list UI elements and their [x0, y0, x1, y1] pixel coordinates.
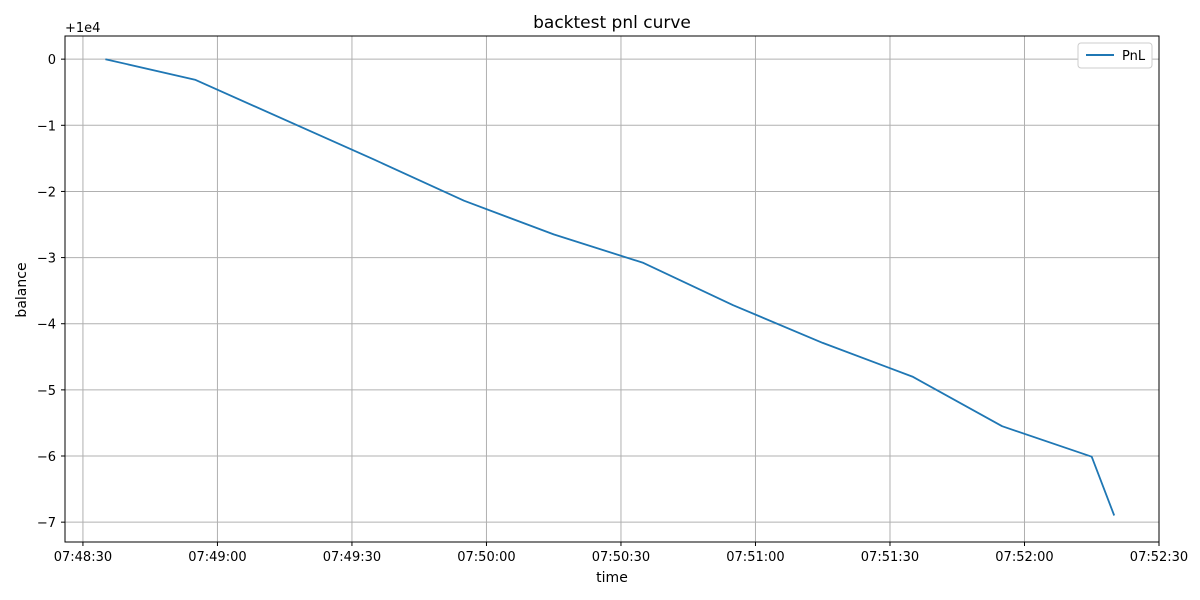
chart-title: backtest pnl curve: [533, 13, 691, 33]
grid: [65, 36, 1160, 542]
legend-entry-label: PnL: [1122, 49, 1146, 64]
y-tick-label: −2: [37, 185, 56, 200]
y-tick-label: −3: [37, 252, 56, 267]
y-tick-label: −4: [37, 318, 56, 333]
x-tick-label: 07:52:00: [995, 550, 1053, 565]
x-axis: 07:48:30 07:49:00 07:49:30 07:50:00 07:50:30…: [54, 542, 1188, 565]
y-tick-label: −1: [37, 119, 56, 134]
y-tick-label: −6: [37, 450, 56, 465]
series-line-pnl: [105, 58, 1116, 516]
x-tick-label: 07:51:30: [861, 550, 919, 565]
x-tick-label: 07:52:30: [1130, 550, 1188, 565]
y-tick-label: −7: [37, 516, 56, 531]
x-tick-label: 07:49:00: [188, 550, 246, 565]
y-tick-label: −5: [37, 384, 56, 399]
x-tick-label: 07:48:30: [54, 550, 112, 565]
x-axis-label: time: [596, 570, 628, 586]
x-tick-label: 07:50:00: [457, 550, 515, 565]
y-offset-label: +1e4: [65, 21, 100, 36]
x-tick-label: 07:50:30: [592, 550, 650, 565]
y-axis-label: balance: [14, 262, 30, 317]
legend: PnL: [1077, 42, 1153, 69]
x-tick-label: 07:51:00: [726, 550, 784, 565]
x-tick-label: 07:49:30: [323, 550, 381, 565]
y-tick-label: 0: [48, 53, 56, 68]
plot-frame: [64, 35, 1160, 543]
y-axis: 0 −1 −2 −3 −4 −5 −6 −7: [37, 53, 65, 531]
legend-box: [1077, 42, 1153, 69]
series-layer: [105, 58, 1116, 516]
